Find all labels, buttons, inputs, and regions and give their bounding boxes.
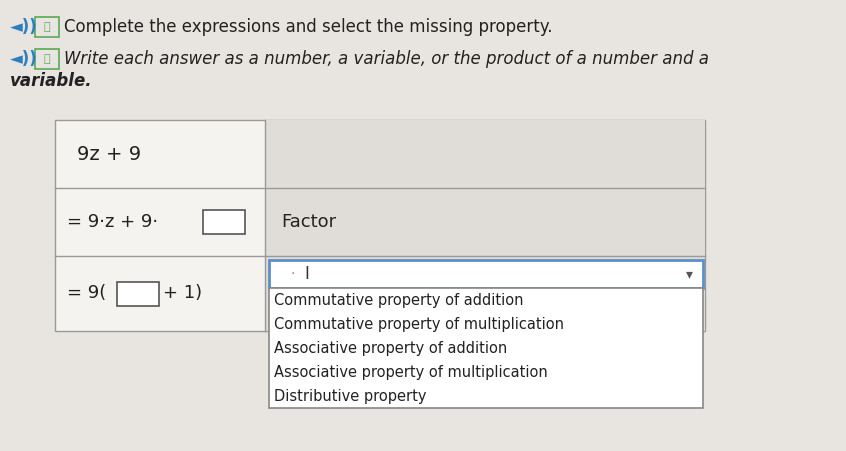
Bar: [265, 120, 705, 331]
Text: Commutative property of multiplication: Commutative property of multiplication: [274, 317, 564, 331]
Text: Associative property of addition: Associative property of addition: [274, 341, 508, 355]
Text: ▾: ▾: [685, 267, 693, 281]
Text: Distributive property: Distributive property: [274, 388, 426, 404]
FancyBboxPatch shape: [35, 17, 59, 37]
Text: 译: 译: [44, 54, 50, 64]
Bar: [269, 288, 703, 408]
Text: ◄)): ◄)): [10, 18, 38, 36]
Bar: [55, 120, 705, 331]
Text: + 1): + 1): [163, 285, 202, 303]
Text: Complete the expressions and select the missing property.: Complete the expressions and select the …: [64, 18, 552, 36]
Text: Factor: Factor: [281, 213, 336, 231]
Text: I: I: [304, 265, 309, 283]
Text: 9z + 9: 9z + 9: [77, 144, 141, 164]
Bar: [203, 210, 245, 234]
Text: variable.: variable.: [10, 72, 92, 90]
Text: ·: ·: [291, 267, 295, 281]
Text: Write each answer as a number, a variable, or the product of a number and a: Write each answer as a number, a variabl…: [64, 50, 709, 68]
Text: Commutative property of addition: Commutative property of addition: [274, 293, 524, 308]
Bar: [117, 281, 159, 305]
Text: ◄)): ◄)): [10, 50, 38, 68]
FancyBboxPatch shape: [35, 49, 59, 69]
Text: Associative property of multiplication: Associative property of multiplication: [274, 364, 547, 379]
Text: = 9(: = 9(: [67, 285, 107, 303]
Bar: [269, 260, 703, 288]
Text: = 9·z + 9·: = 9·z + 9·: [67, 213, 158, 231]
Text: 译: 译: [44, 22, 50, 32]
